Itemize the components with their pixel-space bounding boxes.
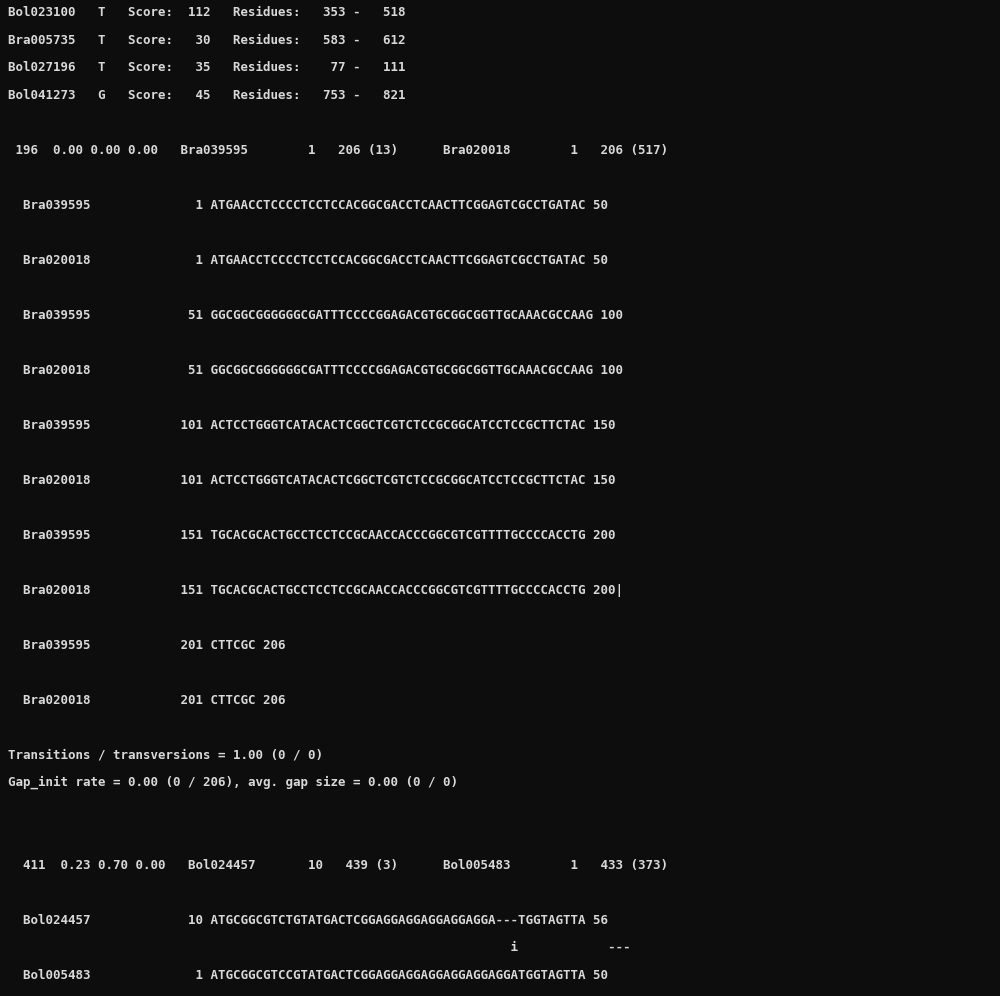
Text: Bra020018            151 TGCACGCACTGCCTCCTCCGCAACCACCCGGCGTCGTTTTGCCCCACCTG 200|: Bra020018 151 TGCACGCACTGCCTCCTCCGCAACCA… <box>8 584 623 597</box>
Text: Bol041273   G   Score:   45   Residues:   753 -   821: Bol041273 G Score: 45 Residues: 753 - 82… <box>8 89 406 102</box>
Text: Bra039595             51 GGCGGCGGGGGGCGATTTCCCCGGAGACGTGCGGCGGTTGCAAACGCCAAG 100: Bra039595 51 GGCGGCGGGGGGCGATTTCCCCGGAGA… <box>8 309 623 322</box>
Text: Bol023100   T   Score:  112   Residues:   353 -   518: Bol023100 T Score: 112 Residues: 353 - 5… <box>8 6 406 19</box>
Text: Bol024457             10 ATGCGGCGTCTGTATGACTCGGAGGAGGAGGAGGAGGA---TGGTAGTTA 56: Bol024457 10 ATGCGGCGTCTGTATGACTCGGAGGAG… <box>8 913 608 926</box>
Text: i            ---: i --- <box>8 941 631 954</box>
Text: Bra039595            151 TGCACGCACTGCCTCCTCCGCAACCACCCGGCGTCGTTTTGCCCCACCTG 200: Bra039595 151 TGCACGCACTGCCTCCTCCGCAACCA… <box>8 529 616 542</box>
Text: Transitions / transversions = 1.00 (0 / 0): Transitions / transversions = 1.00 (0 / … <box>8 749 323 762</box>
Text: Bra005735   T   Score:   30   Residues:   583 -   612: Bra005735 T Score: 30 Residues: 583 - 61… <box>8 34 406 47</box>
Text: Bol005483              1 ATGCGGCGTCCGTATGACTCGGAGGAGGAGGAGGAGGAGGATGGTAGTTA 50: Bol005483 1 ATGCGGCGTCCGTATGACTCGGAGGAGG… <box>8 968 608 981</box>
Text: Bra020018             51 GGCGGCGGGGGGCGATTTCCCCGGAGACGTGCGGCGGTTGCAAACGCCAAG 100: Bra020018 51 GGCGGCGGGGGGCGATTTCCCCGGAGA… <box>8 364 623 376</box>
Text: Bra039595              1 ATGAACCTCCCCTCCTCCACGGCGACCTCAACTTCGGAGTCGCCTGATAC 50: Bra039595 1 ATGAACCTCCCCTCCTCCACGGCGACCT… <box>8 198 608 211</box>
Text: Gap_init rate = 0.00 (0 / 206), avg. gap size = 0.00 (0 / 0): Gap_init rate = 0.00 (0 / 206), avg. gap… <box>8 776 458 790</box>
Text: Bra020018            101 ACTCCTGGGTCATACACTCGGCTCGTCTCCGCGGCATCCTCCGCTTCTAC 150: Bra020018 101 ACTCCTGGGTCATACACTCGGCTCGT… <box>8 473 616 486</box>
Text: Bra020018              1 ATGAACCTCCCCTCCTCCACGGCGACCTCAACTTCGGAGTCGCCTGATAC 50: Bra020018 1 ATGAACCTCCCCTCCTCCACGGCGACCT… <box>8 254 608 267</box>
Text: Bra039595            201 CTTCGC 206: Bra039595 201 CTTCGC 206 <box>8 638 286 651</box>
Text: 196  0.00 0.00 0.00   Bra039595        1   206 (13)      Bra020018        1   20: 196 0.00 0.00 0.00 Bra039595 1 206 (13) … <box>8 143 668 156</box>
Text: Bra039595            101 ACTCCTGGGTCATACACTCGGCTCGTCTCCGCGGCATCCTCCGCTTCTAC 150: Bra039595 101 ACTCCTGGGTCATACACTCGGCTCGT… <box>8 418 616 431</box>
Text: 411  0.23 0.70 0.00   Bol024457       10   439 (3)      Bol005483        1   433: 411 0.23 0.70 0.00 Bol024457 10 439 (3) … <box>8 859 668 872</box>
Text: Bra020018            201 CTTCGC 206: Bra020018 201 CTTCGC 206 <box>8 693 286 706</box>
Text: Bol027196   T   Score:   35   Residues:    77 -   111: Bol027196 T Score: 35 Residues: 77 - 111 <box>8 61 406 74</box>
